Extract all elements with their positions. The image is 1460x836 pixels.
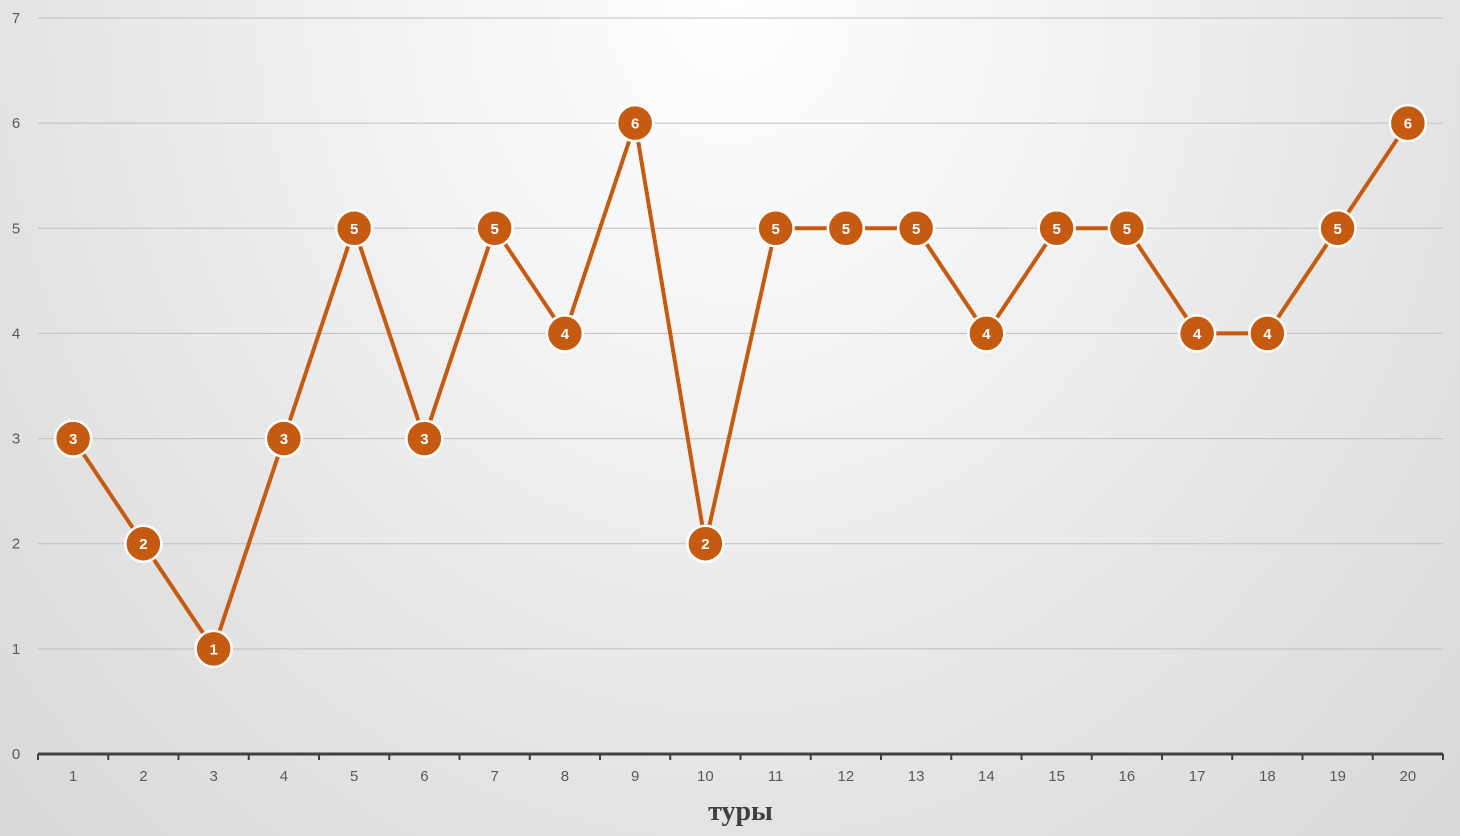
y-tick-label: 4 bbox=[12, 325, 20, 342]
y-axis-tick-labels: 0 1 2 3 4 5 6 7 bbox=[12, 10, 20, 763]
x-tick-label: 9 bbox=[631, 768, 639, 785]
data-label: 5 bbox=[842, 221, 850, 238]
y-tick-label: 7 bbox=[12, 10, 20, 27]
y-tick-label: 0 bbox=[12, 746, 20, 763]
data-point bbox=[545, 314, 585, 353]
x-tick-label: 19 bbox=[1329, 768, 1346, 785]
x-tick-label: 8 bbox=[561, 768, 569, 785]
x-axis-title: туры bbox=[708, 796, 773, 827]
data-point bbox=[475, 209, 514, 248]
data-label: 6 bbox=[631, 116, 639, 133]
y-tick-label: 2 bbox=[12, 536, 20, 553]
data-label: 2 bbox=[139, 536, 147, 553]
data-label: 5 bbox=[490, 221, 498, 238]
data-point bbox=[826, 209, 866, 248]
data-label: 2 bbox=[701, 536, 709, 553]
x-tick-label: 20 bbox=[1400, 768, 1417, 785]
data-point bbox=[334, 209, 374, 248]
x-tick-label: 5 bbox=[350, 768, 358, 785]
data-point bbox=[1037, 209, 1076, 248]
data-label: 5 bbox=[350, 221, 358, 238]
data-point bbox=[405, 419, 444, 458]
x-tick-label: 14 bbox=[978, 768, 995, 785]
x-tick-label: 11 bbox=[768, 768, 784, 785]
data-label: 1 bbox=[209, 641, 217, 658]
y-tick-label: 6 bbox=[12, 115, 20, 132]
x-tick-label: 2 bbox=[139, 768, 147, 785]
data-point bbox=[686, 524, 725, 563]
data-label: 4 bbox=[982, 326, 991, 343]
x-tick-label: 10 bbox=[697, 768, 714, 785]
data-point bbox=[53, 419, 93, 458]
x-tick-label: 3 bbox=[209, 768, 217, 785]
data-label: 4 bbox=[1263, 326, 1272, 343]
y-tick-label: 3 bbox=[12, 431, 20, 448]
data-point bbox=[615, 103, 655, 143]
data-label: 5 bbox=[1123, 221, 1131, 238]
data-point bbox=[1248, 314, 1287, 353]
data-label: 3 bbox=[69, 431, 77, 448]
x-tick-label: 1 bbox=[69, 768, 77, 785]
data-point bbox=[264, 419, 304, 458]
data-label: 3 bbox=[280, 431, 288, 448]
x-axis: 1 2 3 4 5 6 7 8 9 10 11 12 13 14 15 16 17 18 19 20 bbox=[37, 752, 1444, 785]
x-tick-label: 12 bbox=[838, 768, 855, 785]
x-tick-label: 17 bbox=[1189, 768, 1206, 785]
series: 3 2 1 3 5 3 5 4 6 2 5 5 5 4 5 5 4 4 5 6 bbox=[53, 103, 1428, 669]
data-label: 4 bbox=[1193, 326, 1202, 343]
x-tick-label: 15 bbox=[1048, 768, 1065, 785]
x-tick-label: 6 bbox=[420, 768, 428, 785]
data-point bbox=[967, 314, 1006, 353]
data-label: 5 bbox=[771, 221, 779, 238]
x-tick-label: 18 bbox=[1259, 768, 1276, 785]
x-tick-label: 4 bbox=[280, 768, 288, 785]
y-tick-label: 5 bbox=[12, 220, 20, 237]
data-label: 3 bbox=[420, 431, 428, 448]
data-label: 6 bbox=[1404, 116, 1412, 133]
x-tick-label: 16 bbox=[1119, 768, 1136, 785]
data-label: 5 bbox=[912, 221, 920, 238]
data-point bbox=[1388, 103, 1428, 143]
data-point bbox=[124, 524, 163, 563]
data-point bbox=[194, 629, 233, 669]
data-label: 4 bbox=[561, 326, 570, 343]
data-point bbox=[1177, 314, 1217, 353]
data-label: 5 bbox=[1052, 221, 1060, 238]
y-tick-label: 1 bbox=[12, 641, 20, 658]
data-label: 5 bbox=[1333, 221, 1341, 238]
series-line bbox=[71, 121, 1410, 651]
data-point bbox=[896, 209, 936, 248]
data-point bbox=[1318, 209, 1357, 248]
data-point bbox=[1107, 209, 1147, 248]
x-tick-label: 7 bbox=[490, 768, 498, 785]
data-point bbox=[756, 209, 795, 248]
x-tick-label: 13 bbox=[908, 768, 925, 785]
